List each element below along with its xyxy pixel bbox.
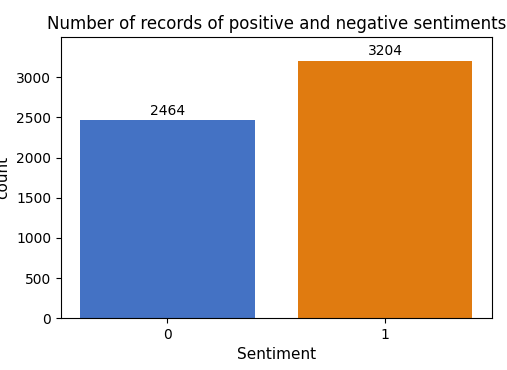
- X-axis label: Sentiment: Sentiment: [237, 347, 316, 363]
- Text: 3204: 3204: [368, 44, 403, 58]
- Title: Number of records of positive and negative sentiments: Number of records of positive and negati…: [47, 15, 506, 33]
- Bar: [81, 120, 255, 318]
- Text: 2464: 2464: [150, 104, 185, 118]
- Y-axis label: count: count: [0, 156, 11, 199]
- Bar: [298, 61, 472, 318]
